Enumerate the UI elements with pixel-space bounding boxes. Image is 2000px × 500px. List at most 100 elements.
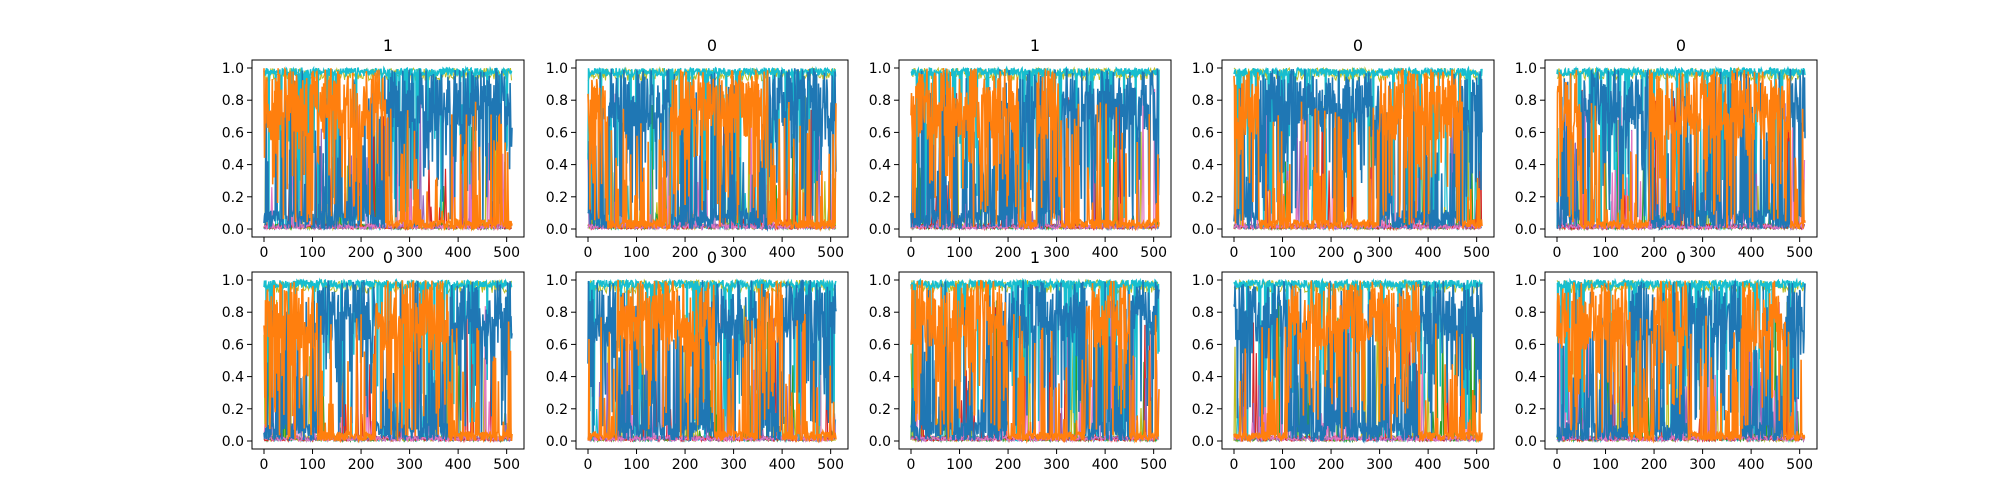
x-tick-label: 100 <box>299 245 326 261</box>
x-tick-label: 400 <box>1415 457 1442 473</box>
series-orange <box>263 280 513 444</box>
y-tick-label: 0.4 <box>1192 158 1214 174</box>
series-orange <box>263 66 513 232</box>
x-tick-label: 0 <box>907 245 916 261</box>
plot-area <box>1233 65 1483 232</box>
y-tick-label: 0.6 <box>546 125 568 141</box>
y-tick-label: 0.0 <box>869 222 891 238</box>
x-tick-label: 100 <box>1592 245 1619 261</box>
y-tick-label: 0.8 <box>869 305 891 321</box>
y-tick-label: 0.8 <box>1192 305 1214 321</box>
series-blue <box>263 68 513 231</box>
axes-frame <box>1221 271 1495 450</box>
y-tick-label: 0.8 <box>222 93 244 109</box>
x-tick-label: 300 <box>1689 245 1716 261</box>
x-tick-label: 200 <box>348 457 375 473</box>
y-tick-label: 0.4 <box>546 370 568 386</box>
x-tick-label: 400 <box>769 245 796 261</box>
series-orange <box>1556 68 1806 231</box>
subplot-3: 0 100 200 300 400 500 0.0 0.2 0.4 0.6 0.8 1.0 1 <box>869 36 1172 261</box>
y-tick-label: 0.0 <box>222 434 244 450</box>
x-tick-label: 300 <box>720 457 747 473</box>
series-orange <box>1233 280 1483 444</box>
y-tick-label: 0.6 <box>1515 337 1537 353</box>
series-cyan-top <box>910 65 1160 228</box>
x-tick-label: 200 <box>995 457 1022 473</box>
plot-area <box>587 277 837 444</box>
series-orange <box>1233 68 1483 232</box>
y-tick-label: 0.0 <box>1515 434 1537 450</box>
y-tick-label: 0.2 <box>1515 402 1537 418</box>
subplot-4: 0 100 200 300 400 500 0.0 0.2 0.4 0.6 0.8 1.0 0 <box>1192 36 1495 261</box>
x-tick-label: 500 <box>1786 457 1813 473</box>
x-tick-label: 400 <box>1092 245 1119 261</box>
y-tick-label: 0.2 <box>869 190 891 206</box>
y-tick-label: 0.0 <box>1515 222 1537 238</box>
series-blue <box>1233 68 1483 230</box>
axes-frame <box>898 59 1172 238</box>
plot-area <box>1556 277 1806 444</box>
series-purple <box>263 330 513 443</box>
y-tick-label: 0.2 <box>546 402 568 418</box>
series-pink <box>263 306 512 443</box>
plot-area <box>263 65 513 232</box>
subplot-title: 0 <box>1676 36 1686 55</box>
y-tick-label: 0.8 <box>1515 305 1537 321</box>
x-tick-label: 500 <box>1786 245 1813 261</box>
x-tick-label: 100 <box>623 245 650 261</box>
y-tick-label: 0.8 <box>546 305 568 321</box>
x-tick-label: 100 <box>1269 245 1296 261</box>
x-tick-label: 200 <box>672 245 699 261</box>
x-tick-label: 500 <box>1463 245 1490 261</box>
y-tick-label: 0.6 <box>1192 125 1214 141</box>
subplot-7: 0 100 200 300 400 500 0.0 0.2 0.4 0.6 0.8 1.0 0 <box>546 248 849 473</box>
y-tick-label: 0.6 <box>222 337 244 353</box>
series-cyan-top <box>910 277 1160 439</box>
x-tick-label: 200 <box>1641 245 1668 261</box>
x-tick-label: 500 <box>493 245 520 261</box>
x-tick-label: 400 <box>1092 457 1119 473</box>
series-orange <box>910 67 1160 232</box>
x-tick-label: 400 <box>1415 245 1442 261</box>
x-tick-label: 500 <box>1140 245 1167 261</box>
subplot-title: 0 <box>707 248 717 267</box>
x-tick-label: 300 <box>396 245 423 261</box>
x-tick-label: 200 <box>995 245 1022 261</box>
y-tick-label: 0.4 <box>1515 370 1537 386</box>
y-tick-label: 0.4 <box>869 370 891 386</box>
x-tick-label: 200 <box>1641 457 1668 473</box>
y-tick-label: 0.4 <box>222 158 244 174</box>
subplot-title: 0 <box>383 248 393 267</box>
y-tick-label: 1.0 <box>546 273 568 289</box>
series-cyan-top <box>1233 65 1483 228</box>
y-tick-label: 0.6 <box>869 125 891 141</box>
y-tick-label: 0.2 <box>222 402 244 418</box>
y-tick-label: 0.0 <box>869 434 891 450</box>
x-tick-label: 0 <box>1553 457 1562 473</box>
y-tick-label: 1.0 <box>1515 61 1537 77</box>
plot-area <box>1556 65 1806 232</box>
y-tick-label: 1.0 <box>869 273 891 289</box>
x-tick-label: 300 <box>1043 245 1070 261</box>
x-tick-label: 0 <box>260 457 269 473</box>
subplot-2: 0 100 200 300 400 500 0.0 0.2 0.4 0.6 0.8 1.0 0 <box>546 36 849 261</box>
y-tick-label: 0.2 <box>1515 190 1537 206</box>
subplot-title: 0 <box>707 36 717 55</box>
plot-area <box>263 277 513 444</box>
y-tick-label: 1.0 <box>222 61 244 77</box>
subplot-6: 0 100 200 300 400 500 0.0 0.2 0.4 0.6 0.8 1.0 0 <box>222 248 525 473</box>
x-tick-label: 400 <box>769 457 796 473</box>
y-tick-label: 0.8 <box>222 305 244 321</box>
series-blue <box>587 68 837 232</box>
y-tick-label: 0.0 <box>1192 434 1214 450</box>
y-tick-label: 0.6 <box>1192 337 1214 353</box>
x-tick-label: 0 <box>1553 245 1562 261</box>
x-tick-label: 100 <box>946 457 973 473</box>
x-tick-label: 0 <box>1230 245 1239 261</box>
y-tick-label: 0.8 <box>1515 93 1537 109</box>
subplot-5: 0 100 200 300 400 500 0.0 0.2 0.4 0.6 0.8 1.0 0 <box>1515 36 1818 261</box>
x-tick-label: 300 <box>1689 457 1716 473</box>
y-tick-label: 1.0 <box>1192 61 1214 77</box>
y-tick-label: 0.6 <box>869 337 891 353</box>
axes-frame <box>1544 59 1818 238</box>
